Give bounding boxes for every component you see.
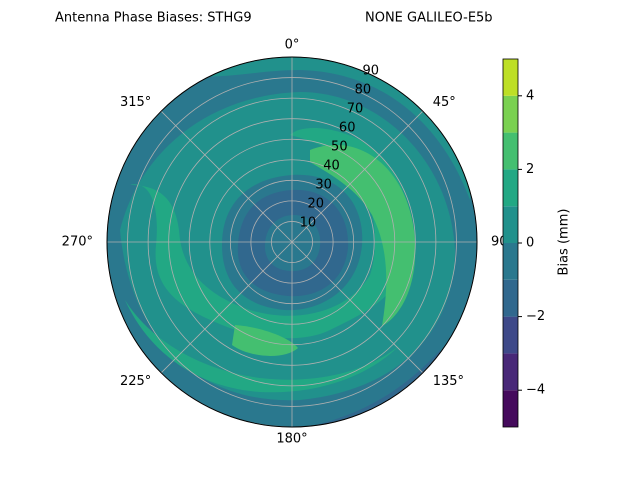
grid-spoke	[160, 241, 293, 374]
colorbar-band	[503, 243, 518, 280]
r-tick-label: 20	[307, 197, 324, 212]
colorbar-band	[503, 169, 518, 207]
r-tick-label: 80	[355, 83, 372, 98]
colorbar-band	[503, 353, 518, 391]
colorbar-tick-label: −4	[526, 383, 545, 398]
chart-subtitle: NONE GALILEO-E5b	[365, 11, 493, 26]
colorbar-band	[503, 132, 518, 170]
theta-label: 270°	[62, 235, 93, 250]
chart-title: Antenna Phase Biases: STHG9	[55, 11, 252, 26]
contour-region	[232, 325, 298, 356]
r-tick-label: 60	[339, 121, 356, 136]
theta-label: 45°	[433, 95, 456, 110]
r-tick-label: 90	[363, 64, 380, 79]
polar-frame	[106, 56, 478, 428]
theta-label: 0°	[285, 38, 300, 53]
colorbar-band	[503, 279, 518, 317]
theta-label: 180°	[276, 432, 307, 447]
r-tick-label: 50	[331, 140, 348, 155]
colorbar-tick-label: −2	[526, 309, 545, 324]
colorbar-tick-label: 2	[526, 162, 534, 177]
r-tick-label: 40	[323, 159, 340, 174]
colorbar-tick-label: 0	[526, 236, 534, 251]
contour-region	[130, 128, 413, 339]
r-tick-label: 70	[347, 102, 364, 117]
colorbar-label: Bias (mm)	[557, 209, 572, 276]
colorbar-band	[503, 390, 518, 427]
colorbar-band	[503, 206, 518, 243]
colorbar-band	[503, 59, 518, 96]
colorbar-band	[503, 316, 518, 354]
theta-label: 135°	[433, 374, 464, 389]
colorbar-tick-label: 4	[526, 88, 534, 103]
r-tick-label: 30	[315, 178, 332, 193]
colorbar-band	[503, 95, 518, 133]
contour-region	[310, 144, 416, 326]
theta-label: 225°	[120, 374, 151, 389]
r-tick-label: 10	[300, 216, 317, 231]
theta-label: 315°	[120, 95, 151, 110]
contour-region	[125, 300, 400, 393]
grid-spoke	[291, 241, 424, 374]
grid-spoke	[160, 110, 293, 243]
grid-spoke	[291, 110, 424, 243]
